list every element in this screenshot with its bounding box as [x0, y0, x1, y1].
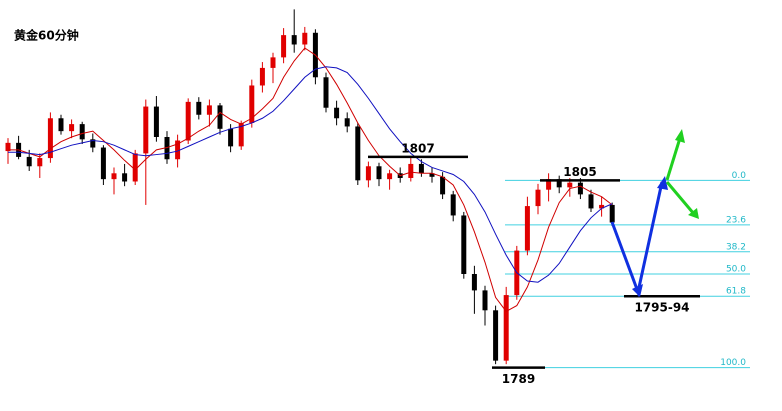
fib-label: 38.2 [726, 242, 746, 252]
candle-body [5, 142, 11, 152]
candle-body [503, 295, 509, 361]
fib-label: 23.6 [726, 215, 746, 225]
level-label: 1805 [563, 165, 596, 179]
candle-body [143, 106, 149, 154]
candle-body [599, 204, 605, 209]
candle-body [365, 166, 371, 181]
candle-body [90, 139, 96, 148]
candle-body [302, 32, 308, 45]
candle-body [556, 179, 562, 188]
candle-body [524, 206, 530, 251]
candle-body [461, 215, 467, 274]
candle-body [344, 118, 350, 127]
fib-label: 61.8 [726, 287, 746, 297]
candle-body [334, 107, 340, 119]
chart-title: 黄金60分钟 [14, 28, 79, 43]
candle-body [100, 147, 106, 180]
arrows [610, 129, 699, 298]
candle-body [450, 194, 456, 216]
arrow-head [657, 176, 668, 190]
candle-body [418, 163, 424, 174]
candles [5, 9, 615, 365]
candle-body [546, 179, 552, 190]
level-label: 1789 [502, 372, 535, 386]
candle-body [69, 124, 75, 132]
candle-body [493, 310, 499, 361]
candle-body [355, 126, 361, 181]
projection-arrow [610, 181, 664, 298]
fib-label: 50.0 [726, 265, 746, 275]
candle-body [37, 158, 43, 167]
candle-body [217, 105, 223, 129]
candle-body [323, 77, 329, 108]
candle-body [291, 35, 297, 45]
candle-body [482, 290, 488, 311]
up-arrow [665, 137, 682, 181]
candle-body [175, 140, 181, 160]
candle-body [259, 67, 265, 86]
down-arrow [665, 181, 696, 215]
moving-average [8, 66, 613, 283]
candle-body [588, 194, 594, 209]
candle-body [281, 35, 287, 58]
candle-body [238, 122, 244, 147]
candle-body [228, 128, 234, 147]
candle-body [440, 176, 446, 195]
candle-body [577, 182, 583, 195]
annotations: 1807 1805 1789 1795-94 [368, 141, 700, 386]
candle-body [132, 153, 138, 182]
candle-body [58, 118, 64, 132]
candle-body [387, 173, 393, 180]
moving-average [8, 47, 613, 313]
arrow-head [632, 284, 643, 297]
candle-body [270, 57, 276, 68]
target-label: 1795-94 [634, 301, 689, 315]
candle-body [153, 106, 159, 137]
fibonacci: 0.0 23.6 38.2 50.0 61.8 100.0 [505, 171, 750, 369]
candle-body [26, 156, 32, 167]
candle-body [111, 173, 117, 180]
candle-body [535, 189, 541, 207]
candle-body [185, 101, 191, 141]
candle-body [567, 182, 573, 188]
candle-body [122, 173, 128, 182]
arrow-head [688, 208, 699, 219]
candle-body [376, 166, 382, 180]
level-label: 1807 [401, 141, 434, 155]
candle-body [471, 274, 477, 291]
candle-body [164, 137, 170, 160]
candle-body [249, 85, 255, 123]
candle-body [47, 118, 53, 159]
candle-body [79, 124, 85, 140]
candle-body [429, 173, 435, 177]
candle-body [609, 204, 615, 223]
fib-label: 100.0 [720, 358, 746, 368]
fib-label: 0.0 [732, 171, 747, 181]
candle-body [206, 105, 212, 115]
candle-body [408, 163, 414, 178]
arrow-head [675, 129, 685, 143]
candle-body [196, 101, 202, 115]
